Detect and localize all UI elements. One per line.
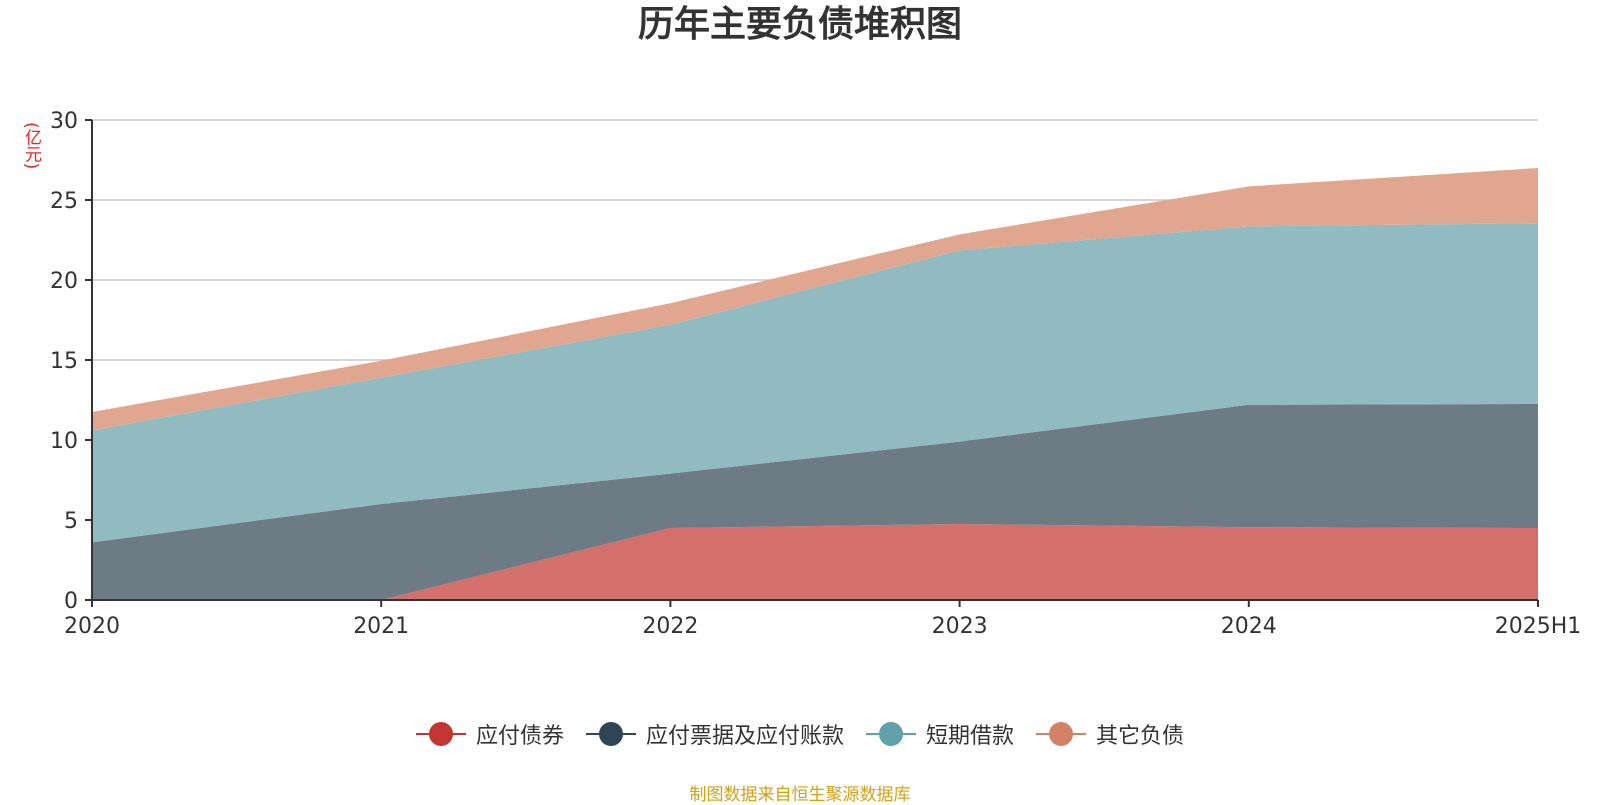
y-tick-label: 25 [50,189,78,214]
y-tick-label: 20 [50,269,78,294]
axes [85,119,1539,607]
legend-swatch-icon [585,722,636,746]
y-axis-unit-label: (亿元) [21,122,41,170]
x-tick-label: 2022 [642,614,698,639]
legend-item[interactable]: 其它负债 [1036,718,1184,750]
x-tick-label: 2023 [932,614,988,639]
y-tick-label: 10 [50,429,78,454]
legend-label: 应付票据及应付账款 [645,724,844,749]
x-tick-label: 2024 [1221,614,1277,639]
x-tick-label: 2025H1 [1495,614,1582,639]
y-tick-label: 5 [64,509,78,534]
y-tick-label: 0 [64,589,78,614]
tick-labels: 0 5 10 15 20 25 30 2020 2021 2022 2023 2024 2025H1 [50,109,1581,639]
y-tick-label: 30 [50,109,78,134]
stacked-areas [92,168,1538,600]
chart-legend: 应付债券 应付票据及应付账款 短期借款 其它负债 [0,718,1600,750]
legend-label: 应付债券 [475,724,564,749]
legend-label: 短期借款 [926,724,1015,749]
legend-swatch-icon [415,722,466,746]
x-tick-label: 2020 [64,614,120,639]
legend-item[interactable]: 应付债券 [415,718,564,750]
area-series-0 [92,524,1538,600]
legend-item[interactable]: 短期借款 [866,718,1014,750]
legend-label: 其它负债 [1096,724,1185,749]
data-source-note: 制图数据来自恒生聚源数据库 [689,785,911,805]
legend-item[interactable]: 应付票据及应付账款 [585,718,844,750]
y-tick-label: 15 [50,349,78,374]
area-series-3 [92,168,1538,431]
x-tick-label: 2021 [353,614,409,639]
area-series-2 [92,223,1538,543]
chart-title: 历年主要负债堆积图 [637,4,962,45]
chart-plot: 0 5 10 15 20 25 30 2020 2021 2022 2023 2024 2025H1 [50,109,1581,639]
legend-swatch-icon [1036,722,1087,746]
legend-swatch-icon [866,722,916,746]
area-series-1 [92,404,1538,600]
